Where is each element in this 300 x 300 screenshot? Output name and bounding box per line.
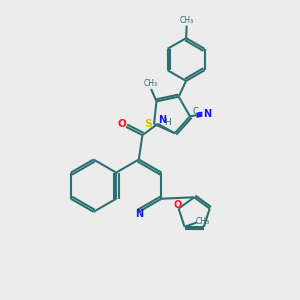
Text: CH₃: CH₃ (195, 217, 209, 226)
Text: N: N (203, 109, 211, 119)
Text: O: O (118, 119, 126, 129)
Text: N: N (158, 115, 166, 125)
Text: CH₃: CH₃ (180, 16, 194, 25)
Text: S: S (145, 119, 153, 129)
Text: C: C (193, 106, 199, 116)
Text: H: H (165, 118, 171, 127)
Text: CH₃: CH₃ (144, 80, 158, 88)
Text: N: N (135, 209, 143, 219)
Text: O: O (173, 200, 181, 210)
